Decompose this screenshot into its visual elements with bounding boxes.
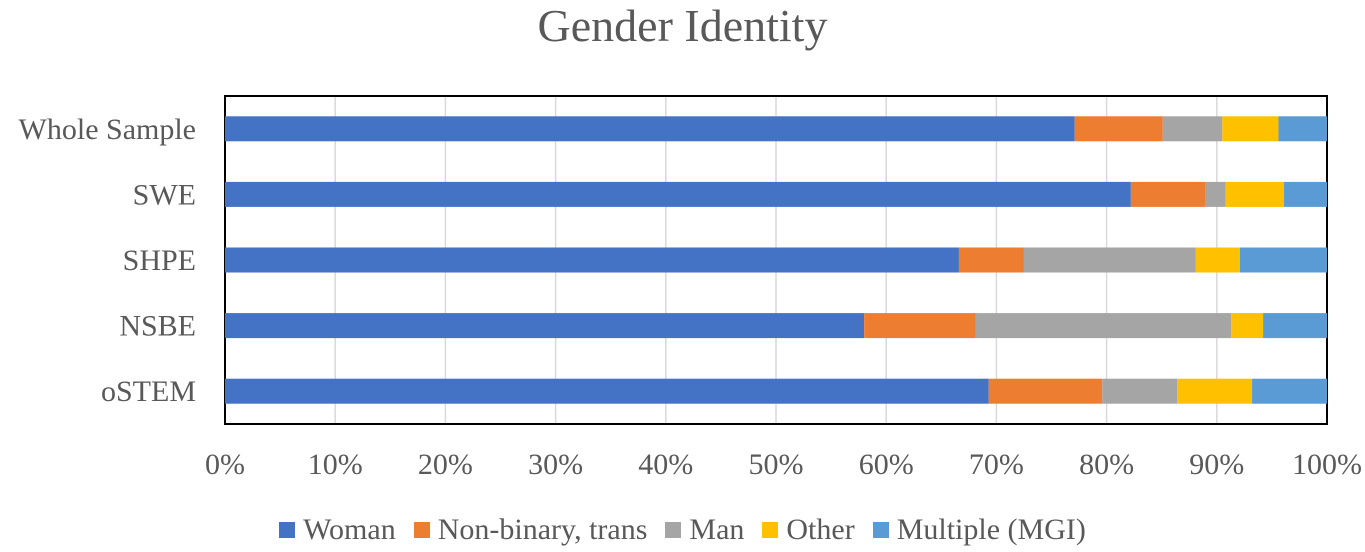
x-tick-label: 0% bbox=[205, 448, 245, 481]
legend-item: Woman bbox=[279, 513, 396, 547]
legend-label: Woman bbox=[303, 513, 396, 546]
x-tick-label: 100% bbox=[1292, 448, 1362, 481]
x-tick-label: 20% bbox=[418, 448, 473, 481]
bar-segment bbox=[864, 313, 976, 339]
bar-segment bbox=[1130, 181, 1206, 207]
legend-item: Non-binary, trans bbox=[413, 513, 648, 547]
legend-item: Other bbox=[762, 513, 855, 547]
y-category-label: SWE bbox=[133, 178, 196, 211]
bar-segment bbox=[225, 116, 1075, 142]
bar-segment bbox=[988, 378, 1103, 404]
bar-segment bbox=[1263, 313, 1327, 339]
x-tick-label: 10% bbox=[308, 448, 363, 481]
bar-segment bbox=[1252, 378, 1327, 404]
legend-label: Other bbox=[786, 513, 855, 546]
bar-segment bbox=[1278, 116, 1327, 142]
bar-segment bbox=[1239, 247, 1327, 273]
legend-item: Multiple (MGI) bbox=[872, 513, 1086, 547]
legend: Woman Non-binary, trans Man Other Multiple (… bbox=[0, 508, 1365, 552]
legend-swatch bbox=[413, 522, 430, 538]
legend-item: Man bbox=[665, 513, 744, 547]
y-category-label: SHPE bbox=[123, 244, 196, 277]
y-category-label: Whole Sample bbox=[19, 113, 196, 146]
legend-label: Multiple (MGI) bbox=[896, 513, 1086, 546]
legend-swatch bbox=[762, 522, 779, 538]
legend-label: Non-binary, trans bbox=[437, 513, 648, 546]
x-tick-label: 40% bbox=[638, 448, 693, 481]
x-tick-label: 80% bbox=[1079, 448, 1134, 481]
x-tick-label: 30% bbox=[528, 448, 583, 481]
legend-swatch bbox=[665, 522, 682, 538]
bar-segment bbox=[975, 313, 1232, 339]
x-tick-label: 60% bbox=[859, 448, 914, 481]
bar-segment bbox=[1222, 116, 1279, 142]
x-tick-label: 90% bbox=[1189, 448, 1244, 481]
bar-segment bbox=[225, 378, 989, 404]
bar-segment bbox=[1177, 378, 1253, 404]
bar-segment bbox=[1102, 378, 1178, 404]
bar-segment bbox=[225, 313, 865, 339]
legend-swatch bbox=[872, 522, 889, 538]
y-category-label: oSTEM bbox=[101, 375, 196, 408]
x-tick-label: 50% bbox=[749, 448, 804, 481]
bar-segment bbox=[1225, 181, 1285, 207]
chart-title: Gender Identity bbox=[537, 0, 828, 51]
x-tick-label: 70% bbox=[969, 448, 1024, 481]
bar-segment bbox=[225, 247, 959, 273]
bar-segment bbox=[1162, 116, 1223, 142]
bar-segment bbox=[958, 247, 1024, 273]
bar-segment bbox=[225, 181, 1131, 207]
legend-label: Man bbox=[689, 513, 745, 546]
y-category-label: NSBE bbox=[119, 310, 196, 343]
bar-segment bbox=[1195, 247, 1240, 273]
legend-swatch bbox=[279, 522, 296, 538]
bar-segment bbox=[1231, 313, 1264, 339]
bar-segment bbox=[1205, 181, 1226, 207]
bar-segment bbox=[1023, 247, 1196, 273]
bar-segment bbox=[1074, 116, 1163, 142]
bar-segment bbox=[1284, 181, 1327, 207]
